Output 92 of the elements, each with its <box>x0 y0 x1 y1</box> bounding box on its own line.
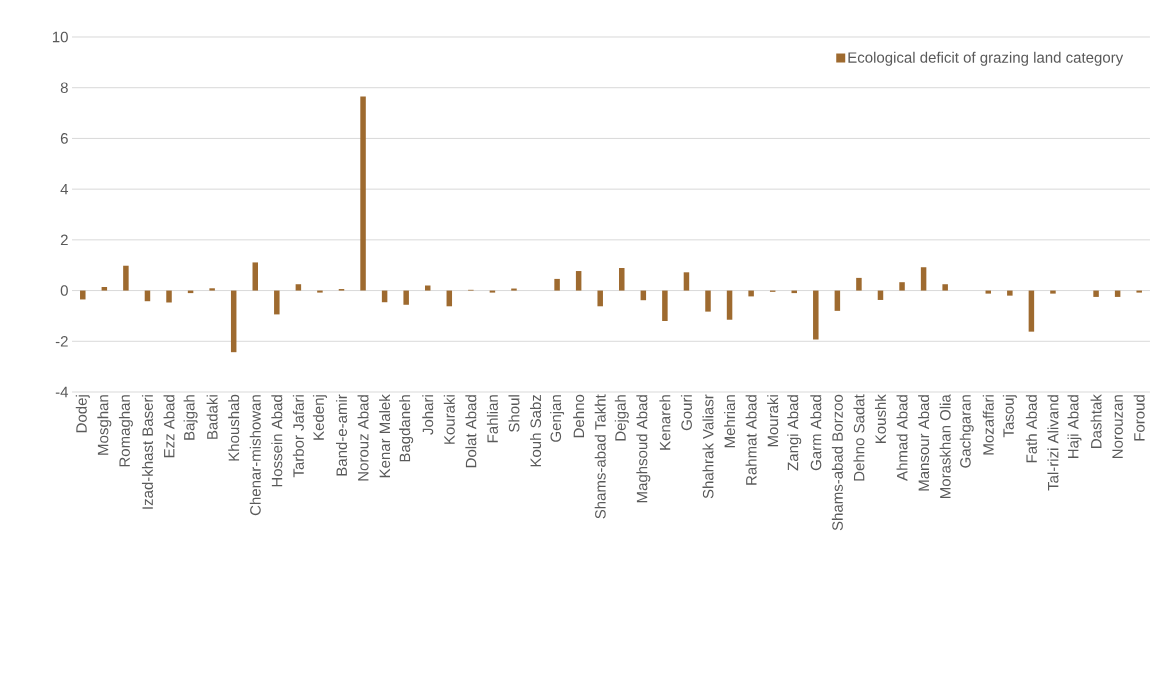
bar <box>252 262 259 291</box>
x-tick-label: Ahmad Abad <box>896 395 908 481</box>
bar <box>683 272 690 291</box>
x-tick-label: Dehno Sadat <box>853 394 865 481</box>
bar <box>554 278 560 291</box>
y-tick-label: 10 <box>52 31 68 43</box>
x-tick-label: Chenar-mishowan <box>249 395 261 516</box>
x-tick-label: Rahmat Abad <box>745 395 757 485</box>
x-tick-label: Shoul <box>508 395 520 432</box>
x-tick-label: Dejgah <box>614 395 629 441</box>
x-tick-label: Norouz Abad <box>357 395 369 481</box>
x-tick-label: Kedenj <box>312 395 327 440</box>
x-tick-label: Gouri <box>680 395 692 431</box>
x-tick-label: Shams-abad Borzoo <box>831 394 843 531</box>
x-tick-label: Khoushab <box>228 394 240 461</box>
x-tick-label: Garm Abad <box>810 395 822 471</box>
x-tick-label: Romaghan <box>118 395 133 467</box>
bar <box>489 290 496 293</box>
bar <box>813 290 819 340</box>
x-tick-label: Dolat Abad <box>465 395 477 468</box>
x-tick-label: Kouraki <box>443 395 455 444</box>
bar <box>1007 290 1013 296</box>
bar <box>899 282 905 291</box>
x-tick-label: Bajgah <box>183 395 198 440</box>
x-tick-label: Mansour Abad <box>918 395 930 491</box>
x-tick-label: Mosghan <box>97 395 112 455</box>
x-tick-label: Kouh Sabz <box>530 394 542 467</box>
x-tick-label: Genjan <box>550 395 565 442</box>
bar <box>1028 290 1035 332</box>
y-tick-label: 2 <box>60 234 68 246</box>
x-tick-label: Tasouj <box>1002 395 1017 438</box>
y-tick-label: -4 <box>55 386 69 398</box>
bar <box>317 290 323 293</box>
bar <box>942 284 948 291</box>
bar <box>230 290 237 353</box>
bar <box>856 277 862 291</box>
bar <box>166 290 172 303</box>
x-tick-label: Bagdaneh <box>399 395 414 462</box>
bar <box>1093 290 1099 297</box>
bar <box>662 290 668 321</box>
bar <box>123 265 129 291</box>
x-tick-label: Foroud <box>1133 395 1145 441</box>
x-tick-label: Dehno <box>573 394 585 438</box>
bar <box>209 288 215 291</box>
x-tick-label: Tarbor Jafari <box>292 395 304 478</box>
bar <box>619 268 625 291</box>
bar <box>295 284 302 291</box>
y-tick-label: 4 <box>60 183 69 195</box>
bar <box>80 290 86 300</box>
x-tick-label: Koushk <box>874 394 886 443</box>
x-tick-label: Shams-abad Takht <box>594 394 606 519</box>
x-tick-label: Mouraki <box>767 395 779 447</box>
x-tick-label: Norouzan <box>1112 395 1123 458</box>
x-tick-label: Badaki <box>206 395 218 439</box>
bar <box>511 288 517 291</box>
bar <box>101 287 108 291</box>
x-tick-label: Zangi Abad <box>787 395 802 471</box>
bar <box>1136 290 1142 293</box>
x-tick-label: Kenareh <box>659 395 671 450</box>
x-tick-label: Tal-rizi Alivand <box>1047 395 1059 491</box>
x-tick-label: Band-e-amir <box>335 394 347 476</box>
x-tick-label: Fath Abad <box>1025 395 1037 463</box>
bar <box>360 96 366 291</box>
x-tick-label: Gachgaran <box>959 395 974 468</box>
x-tick-label: Fahlian <box>486 395 498 443</box>
bar <box>274 290 280 315</box>
x-tick-label: Ezz Abad <box>163 395 175 458</box>
bar <box>726 290 733 320</box>
bar <box>748 290 754 297</box>
y-tick-label: 0 <box>60 285 68 296</box>
bar <box>403 290 409 305</box>
x-tick-label: Maghsoud Abad <box>636 395 651 503</box>
y-tick-label: 6 <box>60 133 68 144</box>
x-tick-label: Shahrak Valiasr <box>702 394 714 499</box>
legend-label: Ecological deficit of grazing land category <box>848 51 1124 66</box>
bar <box>705 290 711 312</box>
x-tick-label: Johari <box>422 395 434 435</box>
x-tick-label: Mehrian <box>724 395 736 448</box>
bar <box>597 290 603 307</box>
x-tick-label: Hossein Abad <box>271 395 283 487</box>
bar <box>1050 290 1056 294</box>
y-tick-label: -2 <box>55 336 68 347</box>
x-tick-label: Kenar Malek <box>379 394 391 478</box>
x-tick-label: Izad-khast Baseri <box>141 395 153 509</box>
x-tick-label: Mozaffari <box>982 395 994 455</box>
x-tick-label: Dashtak <box>1090 394 1102 448</box>
y-tick-label: 8 <box>60 82 68 94</box>
bar <box>575 271 582 291</box>
x-tick-label: Haji Abad <box>1067 395 1082 458</box>
x-tick-label: Dodej <box>75 395 90 433</box>
bar <box>920 267 927 291</box>
x-tick-label: Moraskhan Olia <box>939 394 951 499</box>
